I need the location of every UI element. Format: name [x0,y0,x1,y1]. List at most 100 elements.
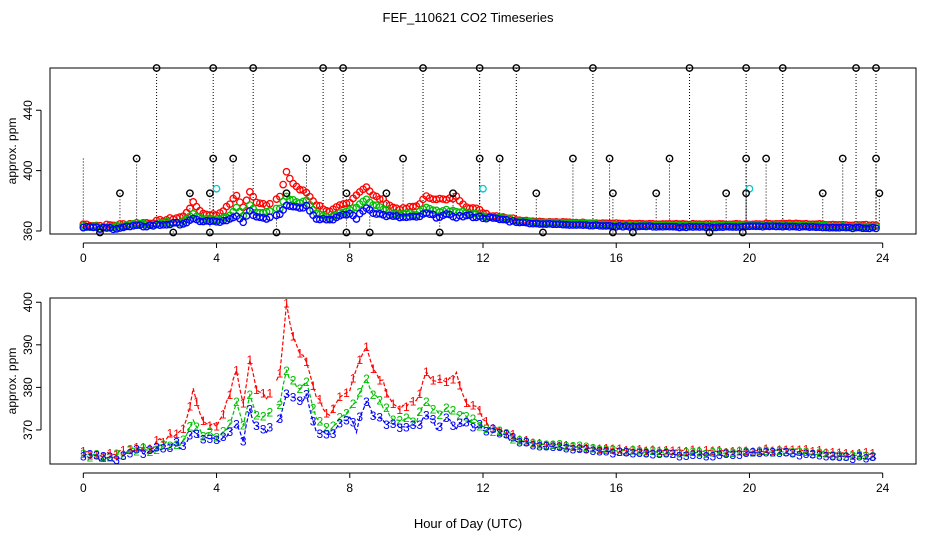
top-panel: approx. ppm 0 4 8 12 16 20 24 360 400 440 [5,64,917,265]
series-3-point: 3 [636,446,643,460]
calibration-marker [479,184,487,193]
series-2-point: 2 [260,410,267,424]
series-3-point: 3 [140,447,147,461]
series-2-point: 2 [266,405,273,419]
bottom-x-tick-label: 24 [876,481,890,495]
series-2-point: 2 [233,395,240,409]
top-marks [79,64,884,237]
reference-marker [705,228,714,237]
series-2-point: 2 [823,447,830,461]
series-2-point: 2 [796,445,803,459]
series-3-point: 3 [343,414,350,428]
series-1-point: 1 [803,443,810,457]
series-1-point: 1 [749,445,756,459]
reference-marker [319,64,328,72]
series-3-point: 3 [583,442,590,456]
series-1-point: 1 [516,433,523,447]
series-1-point: 1 [147,442,154,456]
series-1-point: 1 [463,396,470,410]
series-3-point: 3 [133,443,140,457]
series-3-point: 3 [590,444,597,458]
series-1-point: 1 [530,436,537,450]
series-2-point: 2 [240,419,247,433]
series-1-point: 1 [816,443,823,457]
series-3-point: 3 [160,442,167,456]
series-2-point: 2 [100,450,107,464]
series-3-point: 3 [716,448,723,462]
series-2-point: 2 [763,444,770,458]
series-1-point: 1 [490,421,497,435]
series-3-point: 3 [207,432,214,446]
series-2-point: 2 [776,444,783,458]
bottom-ylabel: approx. ppm [5,348,19,415]
series-1-marker [282,167,291,176]
series-1-point: 1 [716,443,723,457]
reference-marker [872,154,880,163]
series-1-point: 1 [643,444,650,458]
series-2-point: 2 [716,445,723,459]
reference-marker [818,189,827,198]
series-1-point: 1 [776,443,783,457]
series-1-point: 1 [496,425,503,439]
series-3-point: 3 [266,421,273,435]
series-1-point: 1 [410,395,417,409]
reference-marker [339,64,348,72]
series-2-point: 2 [160,438,167,452]
reference-marker [435,228,444,237]
bottom-y-tick-label: 400 [21,292,35,312]
series-3-point: 3 [809,447,816,461]
series-2-point: 2 [247,388,254,402]
series-2-point: 2 [283,364,290,378]
chart-title: FEF_110621 CO2 Timeseries [383,10,554,25]
bottom-y-tick-label: 390 [21,334,35,354]
reference-marker [872,64,880,72]
series-3-point: 3 [416,418,423,432]
series-1-point: 1 [423,365,430,379]
series-2-point: 2 [410,415,417,429]
series-1-point: 1 [180,422,187,436]
series-3-point: 3 [843,450,850,464]
reference-marker [722,189,731,198]
series-3-point: 3 [370,409,377,423]
series-2-point: 2 [516,433,523,447]
reference-marker [209,154,218,163]
series-2-point: 2 [623,445,630,459]
series-1-marker [249,192,258,201]
series-3-point: 3 [616,445,623,459]
series-1-point: 1 [603,442,610,456]
series-2-marker [262,208,271,216]
series-3-point: 3 [80,450,87,464]
series-2-point: 2 [343,406,350,420]
series-2-point: 2 [736,445,743,459]
series-1-point: 1 [836,446,843,460]
series-3-point: 3 [120,449,127,463]
top-y-tick-label: 360 [21,221,35,241]
series-2-point: 2 [843,450,850,464]
reference-marker [762,154,771,163]
reference-marker [382,189,391,198]
series-2-point: 2 [809,447,816,461]
series-3-point: 3 [776,446,783,460]
series-1-point: 1 [636,443,643,457]
series-1-marker [409,202,417,211]
series-2-point: 2 [523,435,530,449]
series-1-point: 1 [303,355,310,369]
series-1-point: 1 [100,451,107,465]
series-3-point: 3 [856,449,863,463]
series-3-line [82,392,877,463]
series-3-point: 3 [213,433,220,447]
series-3-marker [872,224,880,233]
series-2-point: 2 [207,425,214,439]
series-2-point: 2 [383,401,390,415]
series-1-point: 1 [200,414,207,428]
series-1-marker [375,195,384,203]
series-3-point: 3 [816,448,823,462]
series-2-point: 2 [709,445,716,459]
series-1-point: 1 [450,372,457,386]
series-3-marker [255,213,264,222]
series-3-marker [375,209,384,218]
series-3-point: 3 [153,441,160,455]
series-2-point: 2 [490,425,497,439]
series-3-point: 3 [656,447,663,461]
series-2-point: 2 [783,445,790,459]
